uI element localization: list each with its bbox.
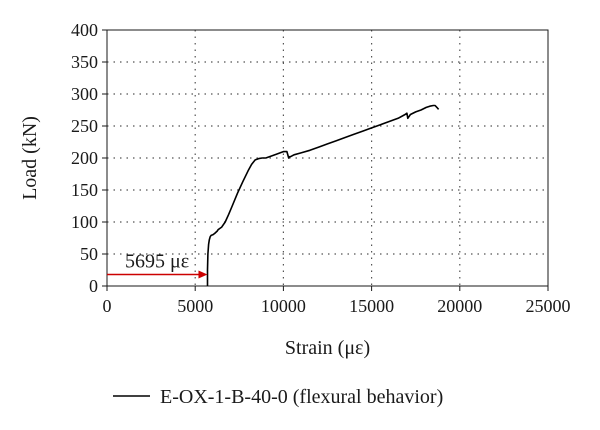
- series-line: [206, 104, 440, 286]
- y-tick-label: 100: [71, 212, 98, 232]
- legend-label: E-OX-1-B-40-0 (flexural behavior): [160, 386, 443, 408]
- x-tick-label: 5000: [177, 296, 213, 316]
- x-tick-label: 25000: [526, 296, 571, 316]
- x-tick-label: 15000: [349, 296, 394, 316]
- strain-annotation-label: 5695 με: [125, 250, 189, 272]
- y-tick-label: 350: [71, 52, 98, 72]
- y-tick-label: 300: [71, 84, 98, 104]
- y-tick-label: 50: [80, 244, 98, 264]
- x-tick-label: 20000: [437, 296, 482, 316]
- y-tick-label: 0: [89, 276, 98, 296]
- x-axis-ticks: 0 5000 10000 15000 20000 25000: [103, 286, 571, 316]
- y-tick-label: 150: [71, 180, 98, 200]
- y-tick-label: 250: [71, 116, 98, 136]
- legend: E-OX-1-B-40-0 (flexural behavior): [113, 386, 443, 408]
- series-layer: [206, 104, 440, 286]
- y-axis-ticks: 0 50 100 150 200 250 300 350 400: [71, 20, 107, 296]
- y-axis-title: Load (kN): [19, 116, 41, 200]
- x-tick-label: 10000: [261, 296, 306, 316]
- y-tick-label: 200: [71, 148, 98, 168]
- x-axis-title: Strain (με): [285, 337, 370, 359]
- grid-lines: [107, 30, 548, 286]
- x-tick-label: 0: [103, 296, 112, 316]
- strain-arrow-head: [198, 270, 208, 279]
- annotation-layer: 5695 με: [107, 250, 208, 279]
- y-tick-label: 400: [71, 20, 98, 40]
